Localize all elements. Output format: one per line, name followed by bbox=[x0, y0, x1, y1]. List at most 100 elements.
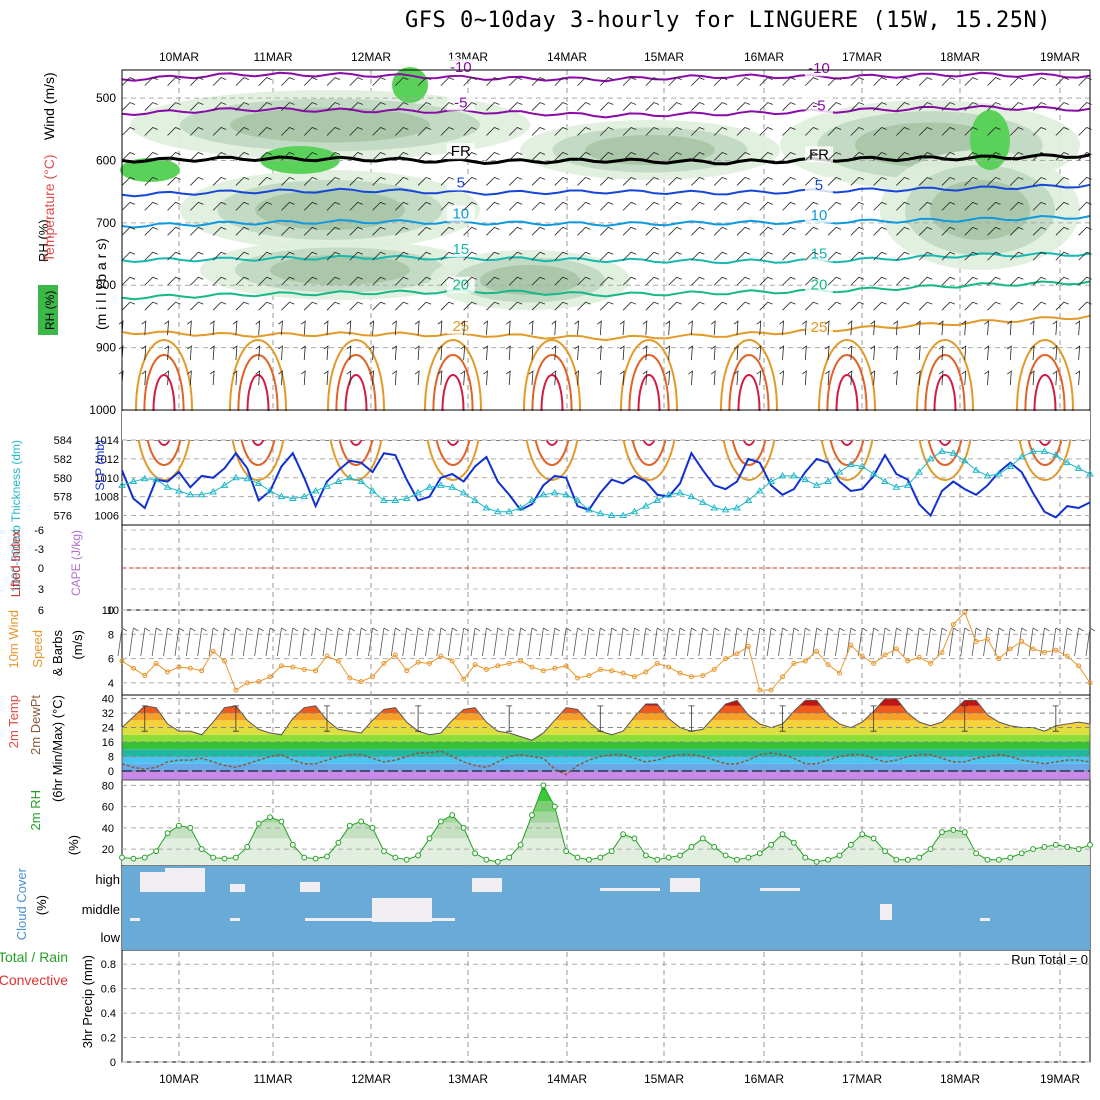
wind-barb bbox=[827, 301, 842, 311]
wind-barb bbox=[1009, 301, 1024, 311]
wind-barb-10m bbox=[493, 627, 504, 657]
temp-band bbox=[122, 756, 1090, 764]
wind-barb bbox=[281, 102, 295, 111]
wind-barb bbox=[463, 102, 477, 111]
wind-barb bbox=[938, 345, 944, 361]
wind-barb bbox=[395, 102, 409, 111]
temp-band bbox=[122, 749, 1090, 757]
wind-barb bbox=[303, 176, 318, 186]
wind-barb bbox=[167, 127, 181, 136]
wind-barb bbox=[918, 127, 933, 136]
rh2m-marker bbox=[529, 812, 535, 818]
wind-barb bbox=[531, 301, 546, 311]
wind-barb bbox=[759, 176, 773, 186]
wind-barb bbox=[235, 102, 250, 111]
wind-barb bbox=[437, 345, 443, 361]
wind-speed-marker bbox=[814, 648, 820, 654]
wind-barb bbox=[964, 127, 978, 136]
wind-barb bbox=[395, 201, 409, 211]
rh2m-marker bbox=[836, 852, 843, 859]
wind-speed-marker bbox=[165, 669, 171, 675]
wind-barb bbox=[144, 276, 158, 286]
wind-speed-marker bbox=[916, 654, 922, 660]
rh2m-marker bbox=[210, 854, 217, 861]
wind-barb bbox=[961, 370, 967, 386]
thickness-marker bbox=[926, 454, 935, 462]
cloud-bar bbox=[600, 888, 660, 891]
date-label-bottom: 18MAR bbox=[940, 1072, 980, 1086]
thickness-marker bbox=[368, 487, 377, 494]
wind-barb bbox=[622, 77, 637, 86]
rh2m-marker bbox=[517, 841, 524, 848]
wind-barb bbox=[212, 251, 227, 261]
wind-barb bbox=[964, 251, 978, 261]
wind-barb bbox=[1007, 370, 1012, 386]
wind-barb bbox=[551, 320, 557, 336]
wind-barb bbox=[733, 320, 739, 336]
wind-barb bbox=[483, 370, 488, 386]
wind-barb bbox=[554, 151, 568, 161]
wind-barb bbox=[486, 102, 500, 111]
wind-barb bbox=[440, 251, 455, 261]
run-total-label: Run Total = 0 bbox=[1011, 952, 1088, 967]
wind-barb-10m bbox=[356, 627, 367, 657]
wind-barb bbox=[414, 370, 420, 386]
date-label-bottom: 10MAR bbox=[159, 1072, 199, 1086]
wind-speed-marker bbox=[301, 667, 307, 672]
wind-barb bbox=[941, 176, 956, 186]
rh2m-marker bbox=[119, 854, 125, 861]
thickness-marker bbox=[835, 468, 844, 475]
rh2m-marker bbox=[665, 854, 672, 861]
temperature-contour bbox=[121, 214, 1091, 229]
wind-barb bbox=[782, 77, 796, 86]
wind-barb bbox=[258, 151, 272, 161]
wind-barb bbox=[1078, 176, 1092, 186]
wind-barb bbox=[463, 201, 477, 211]
precip-convective-label: Convective bbox=[0, 972, 68, 988]
cloud-bar bbox=[760, 888, 800, 891]
wind-barb bbox=[190, 102, 204, 111]
wind-barb bbox=[372, 151, 386, 161]
wind-barb bbox=[1032, 226, 1047, 236]
wind-barb bbox=[167, 102, 181, 111]
wind-barb bbox=[645, 276, 660, 286]
wind-speed-marker bbox=[119, 658, 125, 664]
wind-barb bbox=[463, 127, 477, 136]
wind-barb bbox=[300, 345, 306, 361]
rh2m-marker bbox=[688, 844, 695, 850]
wind-barb-10m bbox=[664, 627, 674, 657]
precip-total-rain-label: Total / Rain bbox=[0, 949, 68, 965]
wind-barb bbox=[554, 176, 568, 186]
rh2m-marker bbox=[984, 856, 991, 863]
rh2m-marker bbox=[1087, 841, 1093, 848]
wind-barb bbox=[896, 201, 910, 211]
wind-barb bbox=[417, 102, 432, 111]
wind-barb bbox=[118, 320, 124, 336]
rh2m-marker bbox=[950, 827, 957, 833]
wind-speed-marker bbox=[1076, 663, 1082, 669]
temp-tick-label: 40 bbox=[102, 694, 114, 706]
wind-barb bbox=[144, 226, 158, 236]
wind-barb bbox=[1078, 226, 1092, 236]
wind-barb bbox=[255, 320, 261, 336]
wind-barb bbox=[190, 301, 204, 311]
date-label-top: 15MAR bbox=[644, 50, 684, 64]
wind-barb bbox=[531, 276, 546, 286]
wind-barb bbox=[1078, 102, 1092, 111]
wind-speed-marker bbox=[882, 652, 888, 658]
wind-barb bbox=[486, 276, 500, 286]
slp-tick-label: 1006 bbox=[95, 511, 119, 523]
rh2m-marker bbox=[1030, 846, 1036, 852]
wind-barb bbox=[392, 345, 397, 361]
wind-barb bbox=[713, 151, 728, 161]
thickness-marker bbox=[118, 481, 126, 488]
thickness-marker bbox=[1074, 464, 1083, 471]
wind-barb bbox=[460, 320, 466, 336]
wind-speed-marker bbox=[335, 658, 341, 664]
wind-barb bbox=[1032, 151, 1047, 161]
rh2m-marker bbox=[620, 831, 626, 838]
wind-speed-line bbox=[121, 611, 1091, 691]
wind-barb-10m bbox=[880, 627, 891, 657]
wind-speed-marker bbox=[313, 668, 319, 674]
wind-barb bbox=[893, 345, 898, 361]
